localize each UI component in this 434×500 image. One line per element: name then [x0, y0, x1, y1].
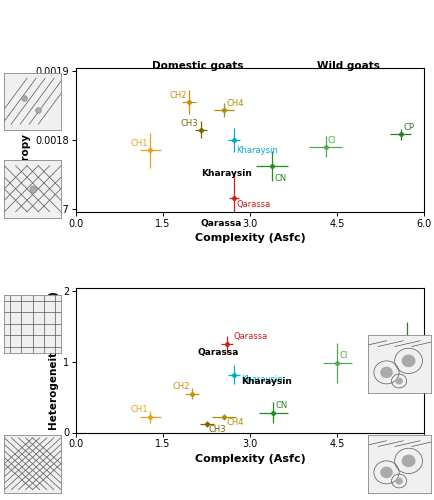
Circle shape: [401, 354, 414, 367]
Circle shape: [401, 454, 414, 467]
Text: Qarassa: Qarassa: [197, 348, 239, 356]
Text: Wild goats: Wild goats: [316, 61, 379, 71]
Text: CH4: CH4: [226, 418, 243, 427]
Y-axis label: Anisotropy (epLsar): Anisotropy (epLsar): [21, 82, 31, 198]
Text: CP: CP: [402, 124, 413, 132]
Text: CH1: CH1: [130, 405, 148, 414]
Text: CH2: CH2: [172, 382, 189, 391]
Y-axis label: Heterogeneity (HAsfc9): Heterogeneity (HAsfc9): [49, 290, 59, 430]
Text: Kharaysin: Kharaysin: [236, 146, 277, 155]
Circle shape: [379, 366, 392, 378]
Text: CH2: CH2: [169, 91, 187, 100]
Text: CI: CI: [339, 352, 347, 360]
Text: Qarassa: Qarassa: [233, 332, 267, 342]
Text: Kharaysin: Kharaysin: [240, 376, 282, 384]
Text: Domestic goats: Domestic goats: [152, 61, 243, 71]
Text: CN: CN: [274, 174, 286, 184]
Text: Kharaysin: Kharaysin: [240, 378, 291, 386]
Circle shape: [395, 478, 402, 484]
Text: CH3: CH3: [181, 118, 198, 128]
Text: CH3: CH3: [208, 425, 226, 434]
X-axis label: Complexity (Asfc): Complexity (Asfc): [194, 454, 305, 464]
Text: Qarassa: Qarassa: [236, 200, 270, 209]
Text: CH4: CH4: [226, 99, 243, 108]
X-axis label: Complexity (Asfc): Complexity (Asfc): [194, 234, 305, 243]
Text: CI: CI: [327, 136, 335, 144]
Text: CH1: CH1: [130, 139, 148, 148]
Text: CP: CP: [408, 342, 419, 350]
Text: CN: CN: [275, 401, 287, 410]
Circle shape: [395, 378, 402, 384]
Text: Qarassa: Qarassa: [201, 219, 242, 228]
Circle shape: [379, 466, 392, 478]
Text: Kharaysin: Kharaysin: [201, 169, 251, 178]
